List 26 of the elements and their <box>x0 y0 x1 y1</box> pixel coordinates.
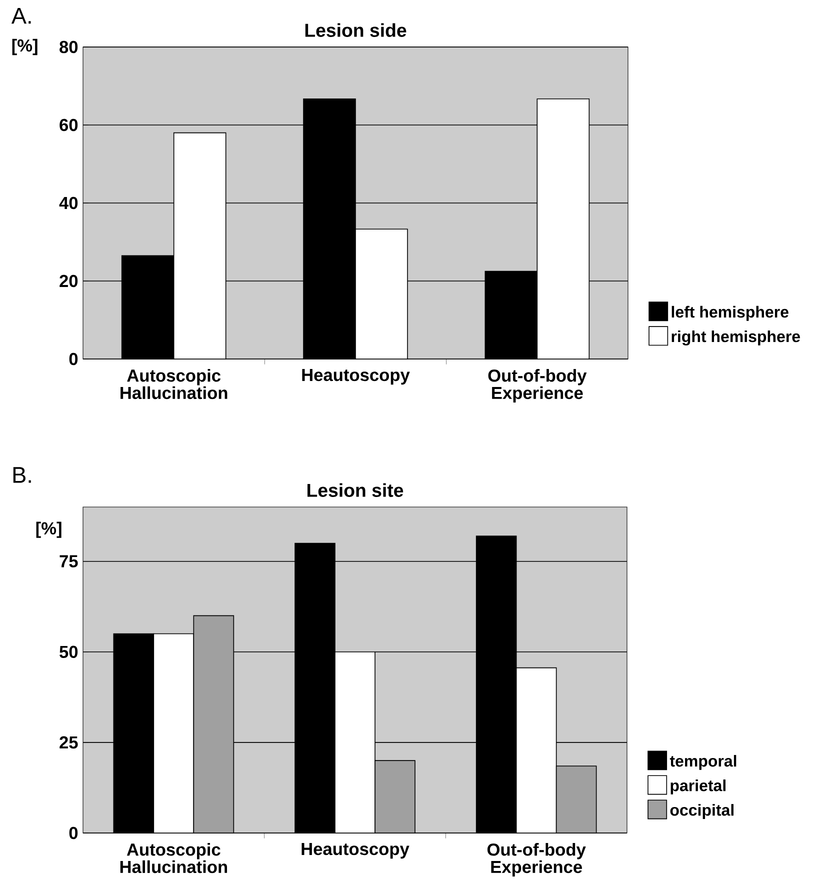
chart-title: Lesion side <box>305 23 406 37</box>
x-tick-label: Out-of-body Experience <box>488 369 587 403</box>
y-tick-label: 80 <box>60 40 78 54</box>
x-tick-label: Heautoscopy <box>302 843 410 859</box>
text: A. <box>11 8 31 24</box>
y-tick-label: 25 <box>60 736 78 749</box>
text: B. <box>13 467 31 483</box>
legend-label: occipital <box>670 804 734 819</box>
x-tick-label: Autoscopic Hallucination <box>120 369 228 400</box>
legend-label: parietal <box>670 780 726 794</box>
x-tick-label: Out-of-body Experience <box>487 843 586 877</box>
y-axis-title: [%] <box>36 522 62 538</box>
y-tick-label: 0 <box>69 352 78 366</box>
legend-label: left hemisphere <box>672 306 788 321</box>
y-axis-title: [%] <box>12 38 38 56</box>
x-tick-label: Autoscopic Hallucination <box>120 843 228 874</box>
y-tick-label: 0 <box>69 826 78 840</box>
legend-label: right hemisphere <box>672 330 800 346</box>
y-tick-label: 50 <box>60 646 78 658</box>
y-tick-label: 20 <box>60 274 78 288</box>
y-tick-label: 40 <box>59 196 78 210</box>
chart-title: Lesion site <box>307 483 404 497</box>
legend-label: temporal <box>670 754 736 770</box>
y-tick-label: 75 <box>60 555 78 568</box>
x-tick-label: Heautoscopy <box>302 369 410 385</box>
y-tick-label: 60 <box>60 118 78 132</box>
